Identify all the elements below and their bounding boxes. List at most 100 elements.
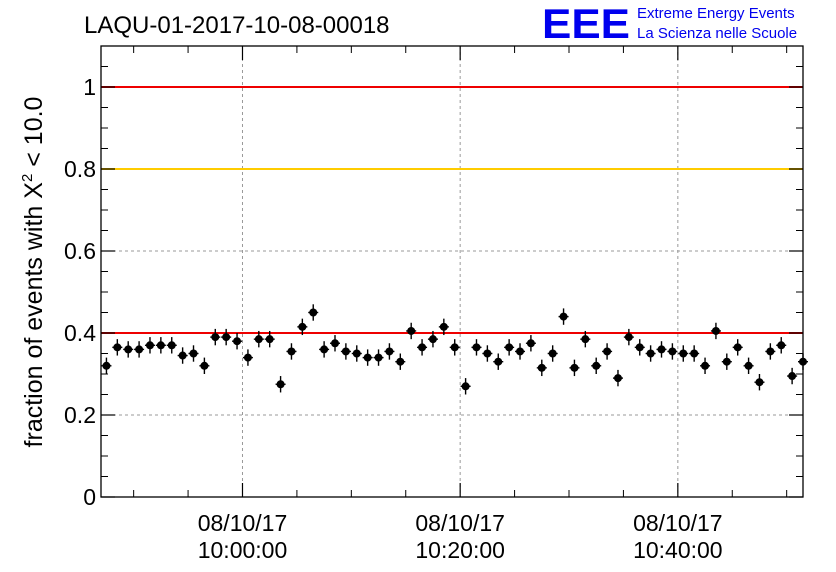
data-marker [309,308,318,317]
y-tick-label: 0.2 [64,402,96,428]
reference-lines [101,86,803,334]
data-marker [407,326,416,335]
data-point [384,343,395,360]
data-marker [472,343,481,352]
data-marker [461,382,470,391]
data-point [787,367,798,385]
data-point [569,359,580,377]
y-tick-label: 0.8 [64,156,96,182]
data-marker [135,345,144,354]
data-point [580,330,591,348]
data-marker [331,339,339,348]
data-point [743,357,754,374]
data-marker [516,347,525,356]
data-marker [526,339,535,348]
data-point [395,353,406,370]
data-point [406,322,417,340]
data-marker [711,326,720,335]
data-marker [396,357,405,366]
data-point [732,339,743,356]
data-marker [439,322,448,331]
data-point [253,330,264,348]
y-tick-label: 1 [83,74,96,100]
data-point [210,328,221,346]
data-marker [646,349,655,358]
data-marker [744,361,753,370]
data-point [710,322,721,340]
data-marker [233,337,242,346]
data-marker [374,353,383,362]
data-point [504,339,515,356]
y-axis: 0 0.2 0.4 0.6 0.8 1 [64,66,803,510]
data-marker [624,333,633,342]
data-marker [276,380,285,389]
data-point [188,345,199,362]
data-point [482,345,493,362]
data-point [373,349,384,366]
data-point [645,345,656,362]
data-marker [320,345,329,354]
data-point [449,339,460,356]
data-marker [701,361,710,370]
data-point [525,335,536,352]
data-point [144,337,155,354]
data-marker [603,347,612,356]
y-tick-label: 0 [83,484,96,510]
data-marker [341,347,350,356]
data-marker [450,343,459,352]
data-point [177,347,188,364]
x-tick-date-label: 08/10/17 [198,510,288,536]
data-point [493,353,504,370]
y-tick-label: 0.4 [64,320,96,346]
data-point [286,343,297,360]
data-marker [592,361,601,370]
data-point [297,318,308,336]
data-marker [352,349,361,358]
x-tick-date-label: 08/10/17 [633,510,723,536]
data-marker [733,343,742,352]
data-point [417,339,428,356]
data-point [232,333,243,350]
data-point [623,328,634,346]
data-marker [418,343,427,352]
data-point [460,378,471,395]
data-point [351,345,362,362]
data-point [678,345,689,362]
chart-title: LAQU-01-2017-10-08-00018 [84,12,390,39]
data-point [721,353,732,370]
data-point [667,343,678,360]
data-point [155,337,166,354]
data-point [754,374,765,391]
data-marker [243,353,252,362]
data-marker [265,335,274,344]
x-tick-time-label: 10:40:00 [633,537,723,563]
data-point [612,369,623,387]
data-point [558,308,569,325]
data-marker [102,361,111,370]
data-marker [668,347,677,356]
data-point [199,357,210,374]
data-marker [145,341,154,350]
data-marker [385,347,394,356]
y-axis-label-main: fraction of events with X [20,182,48,448]
eee-logo-line2: La Scienza nelle Scuole [637,25,797,42]
data-point [438,318,449,336]
data-marker [505,343,514,352]
data-point [634,339,645,356]
data-point [700,357,711,374]
data-point [264,330,275,348]
data-point [591,357,602,374]
x-axis: 08/10/1710:00:0008/10/1710:20:0008/10/17… [133,46,788,563]
data-marker [679,349,688,358]
data-point [471,339,482,356]
y-axis-label-tail: < 10.0 [20,97,48,174]
data-marker [537,363,546,372]
data-marker [156,341,165,350]
data-marker [189,349,198,358]
data-marker [200,361,209,370]
data-marker [559,312,568,321]
data-marker [722,357,731,366]
data-marker [657,345,666,354]
x-tick-time-label: 10:20:00 [415,537,505,563]
